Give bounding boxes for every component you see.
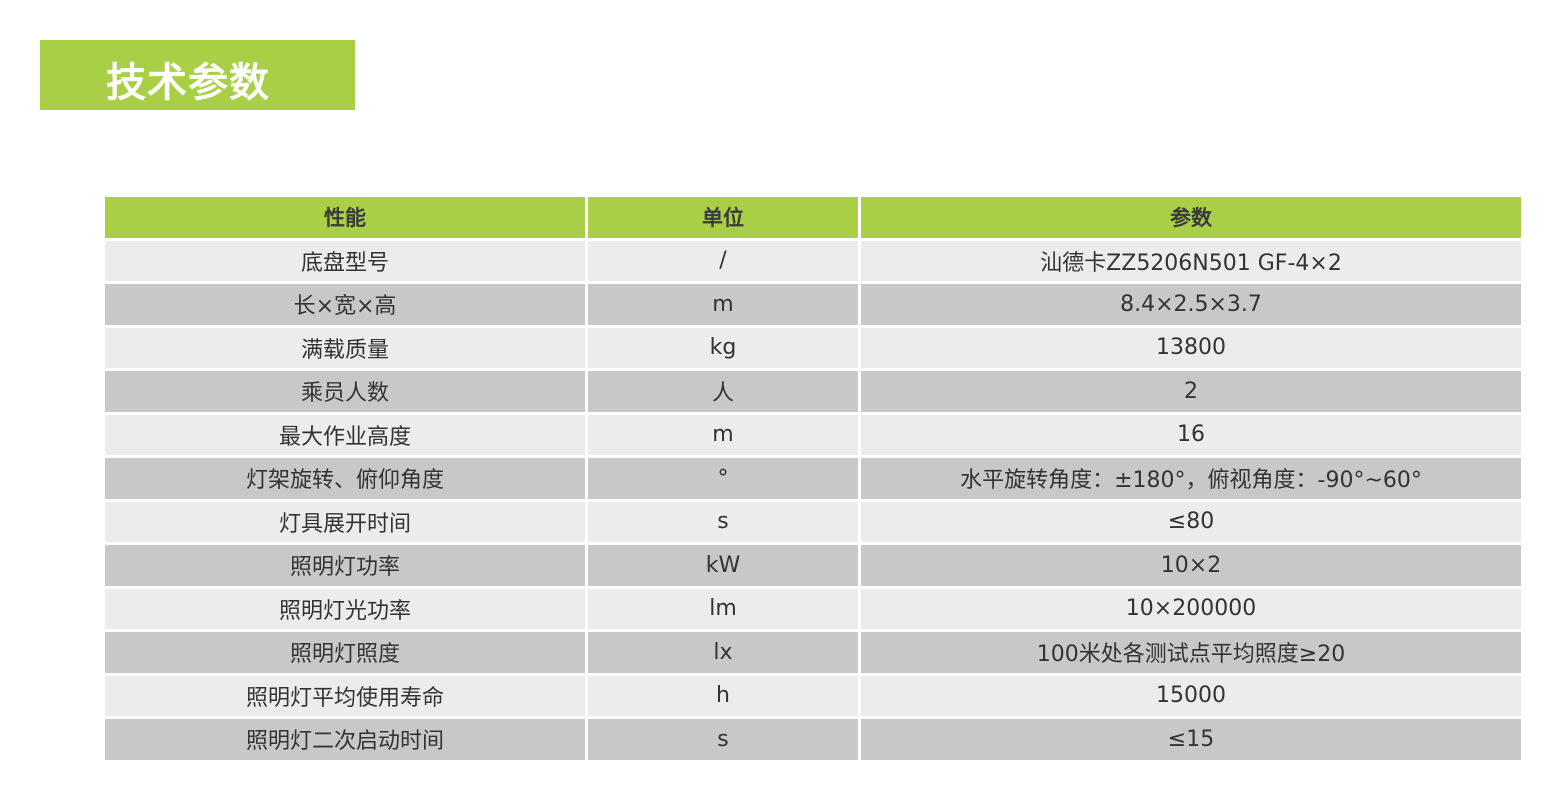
parameter-cell: 2 [861,371,1521,412]
table-row: 乘员人数人 2 [105,371,1521,412]
unit-cell: lm [588,588,858,629]
table-row: 长×宽×高 m 8.4×2.5×3.7 [105,284,1521,325]
performance-cell: 照明灯二次启动时间 [105,719,585,760]
performance-cell: 照明灯光功率 [105,588,585,629]
table-row: 满载质量 kg 13800 [105,327,1521,368]
performance-cell: 照明灯平均使用寿命 [105,675,585,716]
unit-cell: s [588,501,858,542]
table-row: 照明灯光功率 lm 10×200000 [105,588,1521,629]
table-row: 灯架旋转、俯仰角度 ° 水平旋转角度：±180°，俯视角度：-90°~60° [105,458,1521,499]
unit-cell: 人 [588,371,858,412]
unit-cell: / [588,240,858,281]
performance-cell: 最大作业高度 [105,414,585,455]
parameter-cell: 15000 [861,675,1521,716]
unit-cell: ° [588,458,858,499]
performance-cell: 乘员人数 [105,371,585,412]
unit-cell: kg [588,327,858,368]
parameter-cell: 13800 [861,327,1521,368]
parameter-cell: 16 [861,414,1521,455]
parameter-cell: 10×200000 [861,588,1521,629]
performance-cell: 满载质量 [105,327,585,368]
header-parameter: 参数 [861,197,1521,238]
unit-cell: m [588,284,858,325]
table-row: 底盘型号 / 汕德卡ZZ5206N501 GF-4×2 [105,240,1521,281]
unit-cell: h [588,675,858,716]
parameter-cell: 100米处各测试点平均照度≥20 [861,632,1521,673]
section-title-banner: 技术参数 [40,40,355,110]
table-row: 最大作业高度 m 16 [105,414,1521,455]
header-unit: 单位 [588,197,858,238]
unit-cell: kW [588,545,858,586]
table-row: 照明灯二次启动时间 s ≤15 [105,719,1521,760]
unit-cell: lx [588,632,858,673]
section-title: 技术参数 [106,60,270,106]
table-row: 灯具展开时间 s ≤80 [105,501,1521,542]
unit-cell: s [588,719,858,760]
performance-cell: 照明灯功率 [105,545,585,586]
performance-cell: 灯具展开时间 [105,501,585,542]
table-header-row: 性能 单位 参数 [105,197,1521,238]
performance-cell: 照明灯照度 [105,632,585,673]
performance-cell: 底盘型号 [105,240,585,281]
parameter-cell: 水平旋转角度：±180°，俯视角度：-90°~60° [861,458,1521,499]
parameter-cell: ≤15 [861,719,1521,760]
header-performance: 性能 [105,197,585,238]
parameter-cell: ≤80 [861,501,1521,542]
performance-cell: 灯架旋转、俯仰角度 [105,458,585,499]
parameter-cell: 汕德卡ZZ5206N501 GF-4×2 [861,240,1521,281]
spec-table: 性能 单位 参数 底盘型号 / 汕德卡ZZ5206N501 GF-4×2 长×宽×高 m… [105,197,1521,763]
table-row: 照明灯功率 kW 10×2 [105,545,1521,586]
parameter-cell: 10×2 [861,545,1521,586]
performance-cell: 长×宽×高 [105,284,585,325]
table-row: 照明灯照度 lx 100米处各测试点平均照度≥20 [105,632,1521,673]
unit-cell: m [588,414,858,455]
parameter-cell: 8.4×2.5×3.7 [861,284,1521,325]
table-row: 照明灯平均使用寿命 h 15000 [105,675,1521,716]
